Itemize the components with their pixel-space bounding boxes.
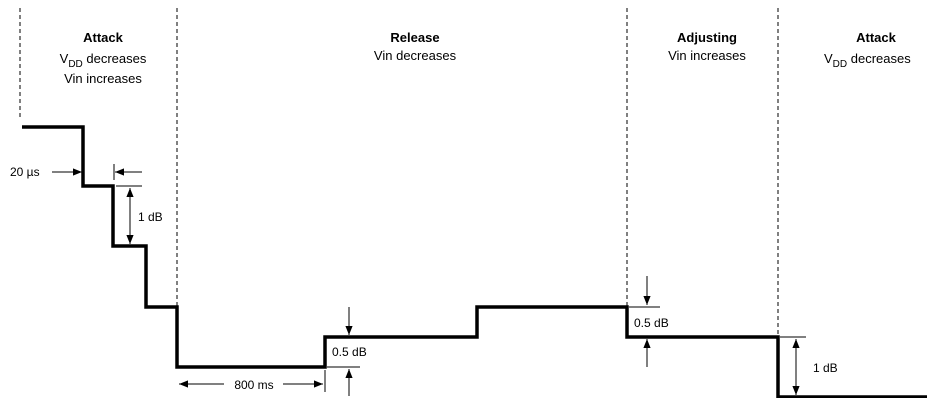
phase-title: Attack bbox=[856, 30, 897, 45]
annotation-adjust-step: 0.5 dB bbox=[629, 276, 669, 367]
phase-title: Adjusting bbox=[677, 30, 737, 45]
phase-line-vdd: VDD decreases bbox=[60, 51, 147, 70]
phase-label-release: Release Vin decreases bbox=[374, 30, 457, 63]
phase-line-vin: Vin increases bbox=[668, 48, 746, 63]
phase-label-attack-2: Attack VDD decreases bbox=[824, 30, 911, 70]
hold-time-label: 800 ms bbox=[234, 378, 273, 392]
phase-label-adjusting: Adjusting Vin increases bbox=[668, 30, 746, 63]
release-step-label: 0.5 dB bbox=[332, 345, 367, 359]
annotation-hold-time: 800 ms bbox=[179, 370, 326, 392]
annotation-attack-step: 1 dB bbox=[116, 185, 163, 244]
gain-staircase-waveform bbox=[22, 125, 927, 398]
phase-title: Attack bbox=[83, 30, 124, 45]
phase-title: Release bbox=[390, 30, 439, 45]
phase-line-vdd: VDD decreases bbox=[824, 51, 911, 70]
phase-dividers bbox=[19, 8, 779, 362]
annotation-release-step: 0.5 dB bbox=[327, 307, 367, 396]
annotation-final-step: 1 dB bbox=[780, 336, 838, 395]
annotation-step-time: 20 µs bbox=[10, 164, 142, 180]
adjust-step-label: 0.5 dB bbox=[634, 316, 669, 330]
phase-line-vin: Vin increases bbox=[64, 71, 142, 86]
final-step-label: 1 dB bbox=[813, 361, 838, 375]
phase-label-attack-1: Attack VDD decreases Vin increases bbox=[60, 30, 147, 86]
step-time-label: 20 µs bbox=[10, 165, 40, 179]
attack-step-label: 1 dB bbox=[138, 210, 163, 224]
phase-line-vin: Vin decreases bbox=[374, 48, 457, 63]
